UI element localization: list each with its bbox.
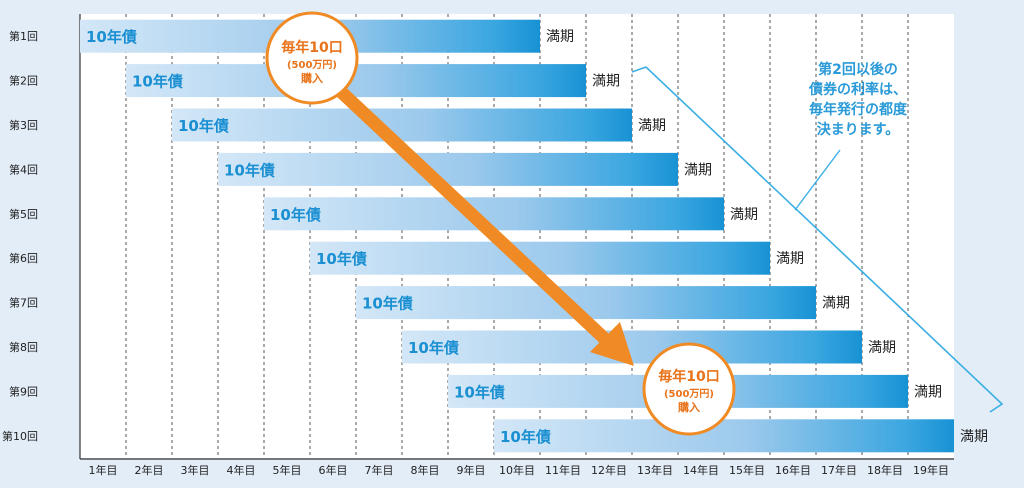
- bond-bar-label: 10年債: [86, 28, 137, 46]
- bracket-line: [631, 66, 1004, 413]
- bond-bar-label: 10年債: [316, 250, 367, 268]
- year-label: 17年目: [821, 463, 857, 477]
- bubble-top-circle: [265, 11, 359, 105]
- bubble-bottom-line-3: 購入: [677, 400, 700, 414]
- row-label: 第4回: [9, 162, 38, 176]
- purchase-arrow-shaft: [332, 83, 611, 345]
- note-line-2: 債券の利率は、: [808, 81, 907, 98]
- maturity-label: 満期: [960, 429, 988, 445]
- purchase-arrow-head: [590, 322, 634, 366]
- maturity-label: 満期: [592, 74, 620, 90]
- maturity-label: 満期: [822, 296, 850, 312]
- bond-bar-label: 10年債: [132, 73, 183, 91]
- note-line-4: 決まります。: [817, 121, 900, 138]
- year-label: 18年目: [867, 463, 903, 477]
- maturity-label: 満期: [638, 118, 666, 134]
- row-label: 第1回: [9, 29, 38, 43]
- year-label: 7年目: [365, 463, 394, 477]
- year-label: 10年目: [499, 463, 535, 477]
- bond-bar-label: 10年債: [408, 339, 459, 357]
- row-label: 第5回: [9, 207, 38, 221]
- purchase-bubble-bottom: 毎年10口 (500万円) 購入: [642, 342, 736, 436]
- row-label: 第10回: [2, 429, 38, 443]
- row-label: 第7回: [9, 296, 38, 310]
- bond-bar-label: 10年債: [270, 206, 321, 224]
- year-label: 9年目: [457, 463, 486, 477]
- bond-bar-label: 10年債: [224, 161, 275, 179]
- purchase-bubble-top: 毎年10口 (500万円) 購入: [265, 11, 359, 105]
- maturity-label: 満期: [730, 207, 758, 223]
- note-leader-line: [794, 149, 841, 211]
- year-label: 3年目: [181, 463, 210, 477]
- row-label: 第9回: [9, 384, 38, 398]
- note-line-1: 第2回以後の: [818, 61, 898, 78]
- bond-bar: [494, 419, 954, 453]
- bubble-top-line-2: (500万円): [287, 59, 337, 71]
- year-label: 8年目: [411, 463, 440, 477]
- bond-bar: [402, 330, 862, 364]
- maturity-label: 満期: [684, 162, 712, 178]
- bubble-top-line-1: 毎年10口: [281, 39, 342, 56]
- bond-bar: [218, 152, 678, 186]
- year-label: 6年目: [319, 463, 348, 477]
- year-label: 19年目: [913, 463, 949, 477]
- bond-bar: [264, 197, 724, 231]
- bubble-top-line-3: 購入: [300, 71, 323, 85]
- bond-bar-label: 10年債: [362, 295, 413, 313]
- year-label: 1年目: [89, 463, 118, 477]
- year-label: 2年目: [135, 463, 164, 477]
- bond-bar: [310, 241, 770, 275]
- row-label: 第3回: [9, 118, 38, 132]
- bond-bar-label: 10年債: [500, 428, 551, 446]
- year-label: 5年目: [273, 463, 302, 477]
- year-label: 11年目: [545, 463, 581, 477]
- bubble-bottom-circle: [642, 342, 736, 436]
- year-label: 16年目: [775, 463, 811, 477]
- year-label: 4年目: [227, 463, 256, 477]
- maturity-label: 満期: [914, 384, 942, 400]
- bond-bar-label: 10年債: [178, 117, 229, 135]
- maturity-label: 満期: [868, 340, 896, 356]
- row-label: 第6回: [9, 251, 38, 265]
- row-label: 第8回: [9, 340, 38, 354]
- bubble-bottom-line-1: 毎年10口: [658, 368, 719, 385]
- maturity-label: 満期: [776, 251, 804, 267]
- year-label: 13年目: [637, 463, 673, 477]
- year-label: 15年目: [729, 463, 765, 477]
- bond-bar: [172, 108, 632, 142]
- maturity-label: 満期: [546, 29, 574, 45]
- year-label: 12年目: [591, 463, 627, 477]
- year-axis: 1年目 2年目 3年目 4年目 5年目 6年目 7年目 8年目 9年目 10年目 11年目 12年目 1…: [89, 463, 950, 477]
- year-label: 14年目: [683, 463, 719, 477]
- note-line-3: 毎年発行の都度: [809, 101, 908, 118]
- bubble-bottom-line-2: (500万円): [664, 388, 714, 400]
- row-label: 第2回: [9, 74, 38, 88]
- bond-bar-label: 10年債: [454, 383, 505, 401]
